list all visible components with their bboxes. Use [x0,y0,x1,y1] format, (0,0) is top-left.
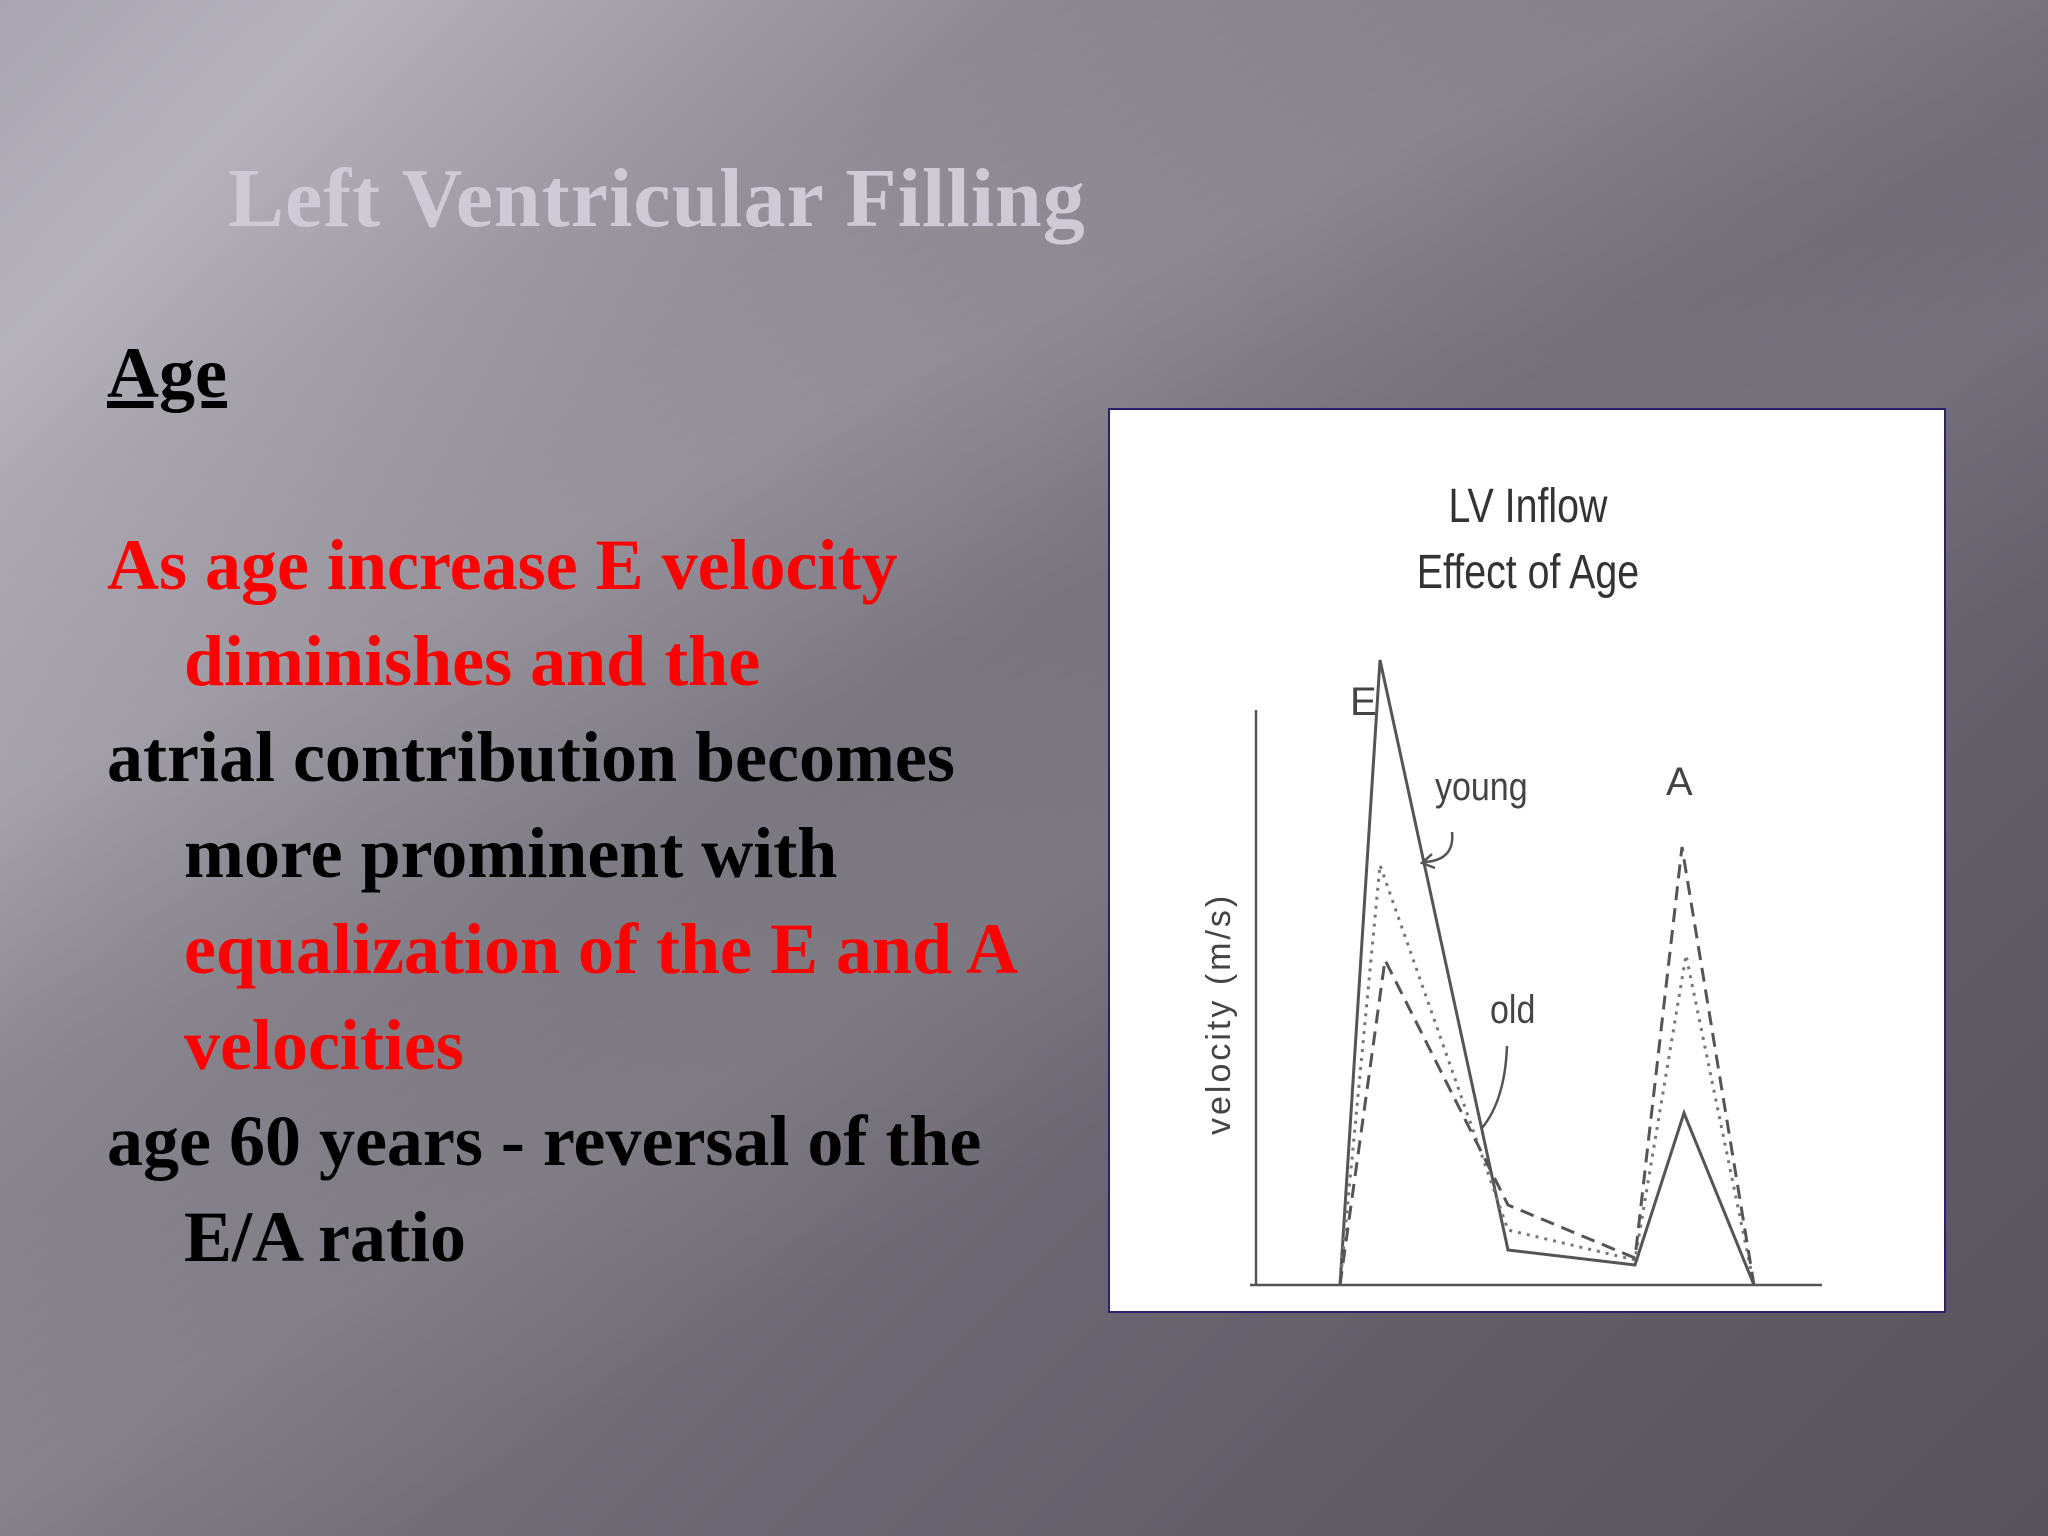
section-heading-age: Age [107,333,227,413]
curve-old [1338,846,1756,1286]
peak-a-label: A [1666,760,1693,804]
old-arrow [1481,1045,1509,1129]
young-arrowhead [1419,853,1436,870]
young-arrow [1424,831,1454,864]
curve-young [1338,659,1756,1286]
slide-title: Left Ventricular Filling [228,152,1086,245]
old-label: old [1490,986,1535,1031]
paragraph-atrial-contribution: atrial contribution becomes more promine… [107,709,1067,1093]
slide-body: Age As age increase E velocity diminishe… [107,325,1067,1285]
paragraph-equalization-text: equalization of the E and A velocities [184,909,1015,1085]
paragraph-ea-reversal: age 60 years - reversal of the E/A ratio [107,1101,982,1277]
y-axis-label: velocity (m/s) [1200,893,1238,1135]
figure-title-line1: LV Inflow [1449,479,1608,533]
lv-inflow-diagram: LV Inflow Effect of Age velocity (m/s) E… [1200,479,1822,1287]
lv-inflow-figure: LV Inflow Effect of Age velocity (m/s) E… [1108,408,1946,1313]
young-label: young [1435,763,1528,808]
figure-title-line2: Effect of Age [1417,545,1639,599]
curve-middle-age [1338,864,1756,1286]
paragraph-atrial-text: atrial contribution becomes more promine… [107,717,955,893]
paragraph-e-velocity: As age increase E velocity diminishes an… [107,525,898,701]
peak-e-label: E [1350,680,1377,724]
